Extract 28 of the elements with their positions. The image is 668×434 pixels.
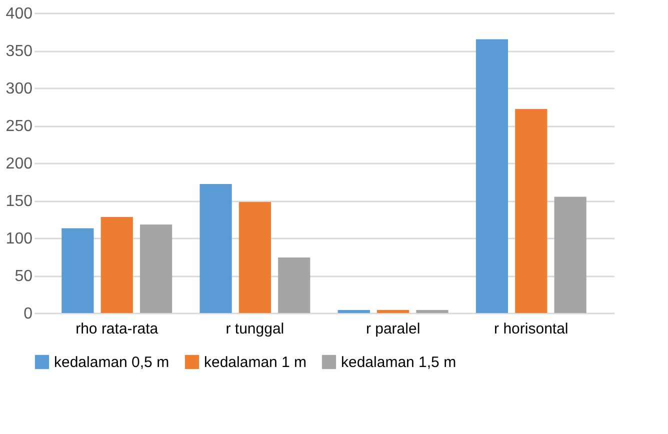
x-tick-label: r horisontal [494, 320, 568, 338]
bar [376, 310, 410, 313]
y-tick-label: 150 [6, 193, 33, 210]
x-tick-label: rho rata-rata [76, 320, 159, 338]
x-tick-label: r paralel [366, 320, 420, 338]
legend-label: kedalaman 1,5 m [341, 354, 456, 371]
bar [62, 228, 94, 313]
y-tick-label: 50 [14, 268, 33, 285]
y-tick-label: 0 [24, 306, 33, 322]
bar [200, 184, 232, 313]
legend-label: kedalaman 1 m [204, 354, 307, 371]
y-tick-label: 200 [6, 156, 33, 172]
y-tick-label: 400 [6, 6, 33, 22]
x-tick-label: r tunggal [226, 320, 284, 338]
y-tick-label: 100 [6, 230, 33, 248]
bar [515, 109, 548, 313]
bar [416, 310, 448, 313]
bar [100, 217, 133, 313]
bar [338, 310, 370, 313]
bar [238, 202, 272, 313]
bar [476, 39, 508, 313]
bar [278, 258, 310, 313]
bar [554, 196, 586, 313]
y-tick-label: 300 [6, 80, 33, 98]
bar [140, 224, 172, 313]
y-tick-label: 350 [6, 43, 33, 60]
y-tick-label: 250 [6, 118, 33, 135]
legend-label: kedalaman 0,5 m [54, 354, 170, 371]
